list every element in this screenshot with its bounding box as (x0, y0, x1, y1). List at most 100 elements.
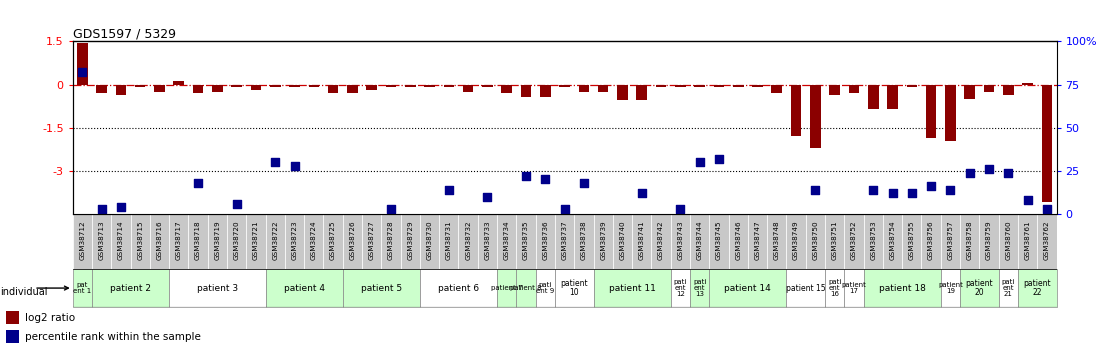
Bar (902, 214, 921, 269)
Point (633, 190, 651, 196)
Bar (501, 85, 512, 92)
Bar (844, 214, 863, 269)
Point (575, 180, 593, 186)
Bar (786, 214, 806, 269)
Text: GSM38735: GSM38735 (523, 220, 529, 260)
Text: GSM38744: GSM38744 (697, 220, 702, 260)
Text: pati
ent
16: pati ent 16 (828, 279, 842, 297)
Bar (482, 85, 493, 87)
Text: GSM38756: GSM38756 (928, 220, 935, 260)
Bar (290, 85, 300, 87)
Bar (424, 85, 435, 87)
Point (228, 201, 246, 206)
Bar (304, 214, 323, 269)
Bar (309, 85, 319, 87)
Bar (1038, 214, 1057, 269)
Text: pat
ent 1: pat ent 1 (73, 282, 92, 294)
Bar (883, 214, 902, 269)
Bar (517, 269, 536, 307)
Text: patient 5: patient 5 (361, 284, 401, 293)
Bar (868, 85, 879, 109)
Bar (559, 85, 570, 87)
Text: GSM38760: GSM38760 (1005, 220, 1012, 260)
Text: GSM38725: GSM38725 (330, 220, 337, 260)
Text: GSM38712: GSM38712 (79, 220, 85, 260)
Bar (328, 85, 339, 92)
Text: GSM38734: GSM38734 (504, 220, 510, 260)
Text: GSM38747: GSM38747 (755, 220, 760, 260)
Text: GSM38724: GSM38724 (311, 220, 316, 260)
Bar (169, 269, 266, 307)
Text: GSM38737: GSM38737 (561, 220, 568, 260)
Point (710, 156, 728, 161)
Text: log2 ratio: log2 ratio (25, 313, 75, 323)
Text: GSM38717: GSM38717 (176, 220, 182, 260)
Point (883, 190, 901, 196)
Bar (381, 214, 400, 269)
Bar (323, 214, 343, 269)
Bar (444, 85, 454, 87)
Bar (405, 85, 416, 87)
Text: GSM38726: GSM38726 (350, 220, 356, 260)
Point (112, 204, 130, 210)
Text: GSM38718: GSM38718 (195, 220, 201, 260)
Bar (849, 85, 860, 93)
Point (999, 170, 1017, 175)
Text: GSM38729: GSM38729 (407, 220, 414, 260)
Text: GSM38738: GSM38738 (581, 220, 587, 260)
Bar (752, 85, 762, 87)
Bar (960, 214, 979, 269)
Point (1018, 197, 1036, 203)
Bar (386, 85, 396, 87)
Bar (671, 269, 690, 307)
Text: patient
20: patient 20 (966, 279, 993, 297)
Bar (92, 214, 112, 269)
Bar (690, 214, 709, 269)
Bar (771, 85, 783, 92)
Text: pati
ent
13: pati ent 13 (693, 279, 707, 297)
Bar (135, 85, 145, 87)
Text: GSM38742: GSM38742 (659, 220, 664, 260)
Text: individual: individual (0, 287, 47, 296)
Text: GSM38739: GSM38739 (600, 220, 606, 260)
Bar (594, 214, 613, 269)
Bar (825, 269, 844, 307)
Bar (652, 214, 671, 269)
Point (903, 190, 921, 196)
Bar (811, 85, 821, 148)
Text: patient
17: patient 17 (842, 282, 866, 294)
Text: GSM38719: GSM38719 (215, 220, 220, 260)
Point (517, 173, 534, 179)
Text: GSM38759: GSM38759 (986, 220, 992, 260)
Bar (575, 214, 594, 269)
Bar (555, 269, 594, 307)
Bar (830, 85, 840, 96)
Bar (960, 269, 998, 307)
Bar (594, 269, 671, 307)
Bar (1017, 269, 1057, 307)
Bar (285, 214, 304, 269)
Point (1038, 206, 1055, 211)
Bar (767, 214, 786, 269)
Bar (367, 85, 377, 90)
Bar (786, 269, 825, 307)
Bar (246, 214, 266, 269)
Bar (671, 214, 690, 269)
Bar (231, 85, 241, 87)
Point (864, 187, 882, 193)
Text: patient
10: patient 10 (560, 279, 588, 297)
Point (806, 187, 824, 193)
Bar (690, 269, 709, 307)
Text: patient 4: patient 4 (284, 284, 324, 293)
Bar (463, 85, 473, 92)
Bar (1017, 214, 1038, 269)
Bar (998, 269, 1017, 307)
Bar (940, 214, 960, 269)
Bar (598, 85, 608, 92)
Text: patient 14: patient 14 (724, 284, 771, 293)
Bar (477, 214, 498, 269)
Bar (694, 85, 705, 87)
Bar (921, 214, 940, 269)
Point (93, 206, 111, 211)
Bar (555, 214, 575, 269)
